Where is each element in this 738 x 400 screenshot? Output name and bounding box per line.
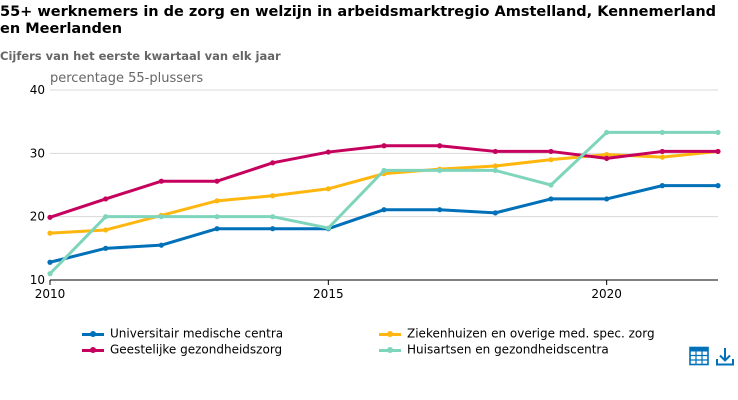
data-point-geestelijke-gezondheidszorg[interactable]	[604, 155, 610, 161]
data-point-huisartsen-en-gezondheidscentra[interactable]	[492, 167, 498, 174]
legend-label: Huisartsen en gezondheidscentra	[407, 342, 609, 357]
data-point-geestelijke-gezondheidszorg[interactable]	[158, 178, 164, 184]
data-point-geestelijke-gezondheidszorg[interactable]	[47, 214, 53, 220]
data-point-universitair-medische-centra[interactable]	[437, 207, 443, 213]
data-point-ziekenhuizen-en-overige-med-spec-zorg[interactable]	[214, 198, 220, 204]
data-point-huisartsen-en-gezondheidscentra[interactable]	[659, 129, 665, 136]
table-icon[interactable]	[689, 346, 709, 366]
legend-swatch	[379, 345, 401, 355]
data-point-geestelijke-gezondheidszorg[interactable]	[437, 143, 443, 149]
data-point-geestelijke-gezondheidszorg[interactable]	[381, 143, 387, 149]
data-point-universitair-medische-centra[interactable]	[659, 183, 665, 189]
legend-label: Universitair medische centra	[110, 326, 284, 341]
line-chart: 10 20 30 40 2010 2015 2020	[30, 83, 721, 301]
legend-item-huisartsen[interactable]: Huisartsen en gezondheidscentra	[379, 342, 609, 357]
data-point-geestelijke-gezondheidszorg[interactable]	[270, 160, 276, 166]
y-tick-label: 20	[30, 210, 45, 224]
data-point-geestelijke-gezondheidszorg[interactable]	[659, 148, 665, 155]
data-point-ziekenhuizen-en-overige-med-spec-zorg[interactable]	[270, 193, 276, 199]
data-point-ziekenhuizen-en-overige-med-spec-zorg[interactable]	[492, 163, 498, 169]
data-point-geestelijke-gezondheidszorg[interactable]	[548, 148, 554, 155]
data-point-huisartsen-en-gezondheidscentra[interactable]	[103, 214, 109, 220]
series-line-geestelijke-gezondheidszorg	[48, 144, 720, 219]
data-point-universitair-medische-centra[interactable]	[381, 207, 387, 213]
chart-tools	[689, 346, 737, 368]
data-point-universitair-medische-centra[interactable]	[158, 242, 164, 248]
y-tick-label: 10	[30, 273, 45, 287]
series-line-ziekenhuizen-en-overige-med-spec-zorg	[48, 149, 720, 235]
data-point-ziekenhuizen-en-overige-med-spec-zorg[interactable]	[103, 227, 109, 233]
legend-item-universitair-medische-centra[interactable]: Universitair medische centra	[82, 326, 283, 341]
data-point-geestelijke-gezondheidszorg[interactable]	[325, 149, 331, 155]
chart-legend: Universitair medische centra Ziekenhuize…	[82, 326, 702, 362]
data-point-huisartsen-en-gezondheidscentra[interactable]	[47, 271, 53, 277]
legend-swatch	[379, 329, 401, 339]
data-point-huisartsen-en-gezondheidscentra[interactable]	[437, 167, 443, 174]
data-point-universitair-medische-centra[interactable]	[715, 183, 721, 189]
chart-title: 55+ werknemers in de zorg en welzijn in …	[0, 4, 717, 37]
data-point-universitair-medische-centra[interactable]	[103, 245, 109, 251]
legend-label: Ziekenhuizen en overige med. spec. zorg	[407, 326, 655, 341]
data-point-ziekenhuizen-en-overige-med-spec-zorg[interactable]	[325, 186, 331, 192]
data-point-ziekenhuizen-en-overige-med-spec-zorg[interactable]	[47, 230, 53, 236]
data-point-huisartsen-en-gezondheidscentra[interactable]	[158, 214, 164, 220]
data-point-geestelijke-gezondheidszorg[interactable]	[103, 196, 109, 202]
data-point-universitair-medische-centra[interactable]	[492, 210, 498, 216]
download-icon[interactable]	[715, 346, 735, 366]
data-point-universitair-medische-centra[interactable]	[270, 226, 276, 232]
series-line-universitair-medische-centra	[48, 184, 720, 264]
data-point-universitair-medische-centra[interactable]	[548, 196, 554, 202]
x-tick-label: 2015	[313, 287, 344, 301]
y-axis-label: percentage 55-plussers	[50, 71, 204, 86]
data-point-huisartsen-en-gezondheidscentra[interactable]	[270, 214, 276, 220]
data-point-huisartsen-en-gezondheidscentra[interactable]	[604, 129, 610, 136]
legend-item-ziekenhuizen[interactable]: Ziekenhuizen en overige med. spec. zorg	[379, 326, 655, 341]
data-point-geestelijke-gezondheidszorg[interactable]	[492, 148, 498, 155]
data-point-huisartsen-en-gezondheidscentra[interactable]	[214, 214, 220, 220]
legend-label: Geestelijke gezondheidszorg	[110, 342, 283, 357]
data-point-geestelijke-gezondheidszorg[interactable]	[715, 148, 721, 155]
x-tick-label: 2020	[591, 287, 622, 301]
legend-swatch	[82, 345, 104, 355]
data-point-ziekenhuizen-en-overige-med-spec-zorg[interactable]	[659, 154, 665, 160]
data-point-huisartsen-en-gezondheidscentra[interactable]	[381, 167, 387, 174]
x-tick-label: 2010	[35, 287, 66, 301]
data-point-ziekenhuizen-en-overige-med-spec-zorg[interactable]	[548, 157, 554, 163]
data-point-huisartsen-en-gezondheidscentra[interactable]	[325, 225, 331, 231]
data-point-geestelijke-gezondheidszorg[interactable]	[214, 178, 220, 184]
data-point-universitair-medische-centra[interactable]	[214, 226, 220, 232]
data-point-universitair-medische-centra[interactable]	[604, 196, 610, 202]
y-tick-label: 40	[30, 83, 45, 97]
chart-subtitle: Cijfers van het eerste kwartaal van elk …	[0, 49, 281, 63]
legend-item-geestelijke-gezondheidszorg[interactable]: Geestelijke gezondheidszorg	[82, 342, 282, 357]
data-point-universitair-medische-centra[interactable]	[47, 259, 53, 265]
data-point-huisartsen-en-gezondheidscentra[interactable]	[715, 129, 721, 136]
legend-swatch	[82, 329, 104, 339]
y-tick-label: 30	[30, 146, 45, 160]
data-point-ziekenhuizen-en-overige-med-spec-zorg[interactable]	[604, 152, 610, 158]
data-point-huisartsen-en-gezondheidscentra[interactable]	[548, 182, 554, 188]
